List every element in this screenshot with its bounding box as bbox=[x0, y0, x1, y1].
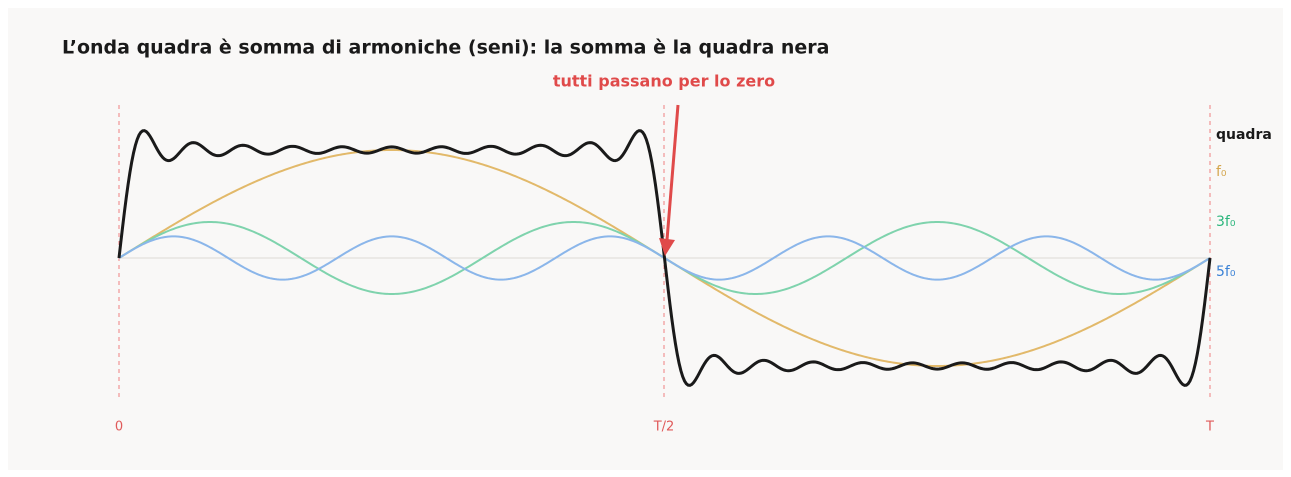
panel bbox=[8, 8, 1283, 470]
legend-square: quadra bbox=[1216, 127, 1272, 143]
title: L’onda quadra è somma di armoniche (seni… bbox=[62, 37, 830, 59]
axis-label: 0 bbox=[115, 420, 123, 435]
arrow bbox=[665, 104, 680, 241]
annotation: tutti passano per lo zero bbox=[553, 72, 775, 91]
axis-label: T/2 bbox=[653, 420, 675, 435]
legend-f5: 5f₀ bbox=[1216, 264, 1236, 280]
arrow-head bbox=[659, 238, 675, 256]
legend-f1: f₀ bbox=[1216, 164, 1227, 180]
legend-f3: 3f₀ bbox=[1216, 214, 1236, 230]
square-wave bbox=[117, 129, 1212, 387]
axis-label: T bbox=[1205, 420, 1214, 435]
